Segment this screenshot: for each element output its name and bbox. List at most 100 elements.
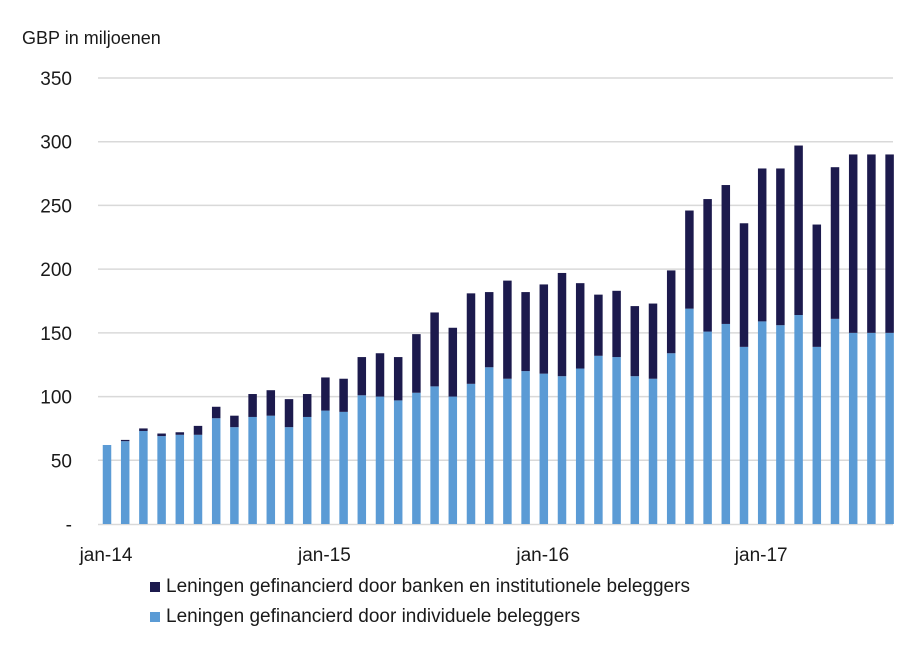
- legend-item-banks: Leningen gefinancierd door banken en ins…: [150, 572, 690, 602]
- bar-individual: [321, 410, 330, 524]
- bars: [102, 145, 894, 524]
- bar-banks: [211, 406, 221, 419]
- bar-banks: [266, 390, 276, 416]
- bar-individual: [393, 400, 403, 524]
- y-tick-label: 350: [40, 69, 72, 90]
- bar-banks: [284, 399, 294, 428]
- bar-individual: [175, 434, 185, 524]
- y-tick-label: 250: [40, 196, 72, 217]
- bar-individual: [812, 346, 822, 524]
- bar-banks: [484, 292, 494, 368]
- bar-individual: [503, 378, 512, 524]
- bar-individual: [739, 346, 749, 524]
- bar-banks: [321, 377, 330, 411]
- bar-individual: [430, 386, 439, 524]
- bar-banks: [448, 327, 458, 397]
- bar-individual: [302, 416, 312, 524]
- bar-individual: [848, 332, 858, 524]
- bar-individual: [120, 441, 130, 524]
- bar-banks: [230, 415, 239, 428]
- bar-banks: [648, 303, 658, 379]
- bar-individual: [721, 323, 731, 524]
- bar-banks: [830, 167, 840, 319]
- bar-banks: [612, 290, 621, 358]
- bar-individual: [867, 332, 876, 524]
- y-axis: - 50 100 150 200 250 300 350: [40, 69, 72, 536]
- bar-individual: [575, 368, 585, 524]
- bar-banks: [412, 334, 421, 393]
- y-tick-label: -: [66, 515, 72, 536]
- y-tick-label: 300: [40, 133, 72, 154]
- gridlines: [98, 77, 893, 526]
- bar-banks: [812, 224, 822, 347]
- bar-individual: [630, 376, 640, 524]
- bar-individual: [139, 430, 148, 524]
- bar-individual: [776, 325, 785, 524]
- y-tick-label: 200: [40, 260, 72, 281]
- bar-individual: [557, 376, 567, 524]
- bar-banks: [139, 428, 148, 431]
- bar-individual: [102, 444, 112, 524]
- bar-individual: [521, 371, 530, 524]
- bar-banks: [157, 433, 166, 437]
- bar-banks: [339, 378, 348, 412]
- bar-individual: [794, 315, 803, 524]
- y-tick-label: 100: [40, 388, 72, 409]
- bar-banks: [848, 154, 858, 333]
- x-tick-label: jan-16: [515, 545, 569, 566]
- bar-banks: [575, 283, 585, 369]
- bar-banks: [794, 145, 803, 316]
- legend-swatch-individual: [150, 612, 160, 622]
- bar-banks: [757, 168, 767, 322]
- bar-banks: [594, 294, 603, 356]
- bar-individual: [339, 411, 348, 524]
- bar-individual: [193, 434, 203, 524]
- bar-individual: [375, 396, 385, 524]
- bar-banks: [430, 312, 439, 387]
- bar-banks: [466, 293, 476, 384]
- legend-label-individual: Leningen gefinancierd door individuele b…: [166, 606, 581, 627]
- bar-banks: [630, 306, 640, 377]
- bar-individual: [703, 331, 712, 524]
- bar-individual: [448, 396, 458, 524]
- bar-individual: [230, 427, 239, 524]
- bar-individual: [157, 436, 166, 524]
- bar-individual: [248, 416, 257, 524]
- y-tick-label: 50: [51, 451, 72, 472]
- bar-banks: [193, 425, 203, 435]
- bar-banks: [557, 272, 567, 377]
- bar-banks: [885, 154, 894, 333]
- bar-banks: [521, 292, 530, 372]
- bar-individual: [357, 395, 367, 524]
- bar-banks: [248, 394, 257, 417]
- bar-individual: [211, 418, 221, 524]
- bar-banks: [685, 210, 694, 309]
- bar-individual: [885, 332, 894, 524]
- legend-label-banks: Leningen gefinancierd door banken en ins…: [166, 576, 690, 597]
- bar-individual: [484, 367, 494, 524]
- bar-individual: [594, 355, 603, 524]
- bar-banks: [175, 432, 185, 435]
- bar-individual: [284, 427, 294, 524]
- bar-banks: [503, 280, 512, 379]
- bar-individual: [539, 373, 549, 524]
- bar-individual: [266, 415, 276, 524]
- bar-individual: [685, 308, 694, 524]
- bar-banks: [357, 357, 367, 396]
- bar-individual: [648, 378, 658, 524]
- bar-individual: [612, 357, 621, 524]
- bar-banks: [375, 353, 385, 397]
- bar-banks: [776, 168, 785, 326]
- x-tick-label: jan-17: [734, 545, 788, 566]
- bar-individual: [412, 392, 421, 524]
- legend: Leningen gefinancierd door banken en ins…: [150, 572, 690, 632]
- bar-banks: [867, 154, 876, 333]
- bar-banks: [539, 284, 549, 374]
- x-tick-label: jan-14: [79, 545, 133, 566]
- bar-banks: [120, 439, 130, 442]
- legend-swatch-banks: [150, 582, 160, 592]
- bar-individual: [666, 353, 676, 524]
- bar-banks: [393, 357, 403, 401]
- bar-banks: [703, 199, 712, 332]
